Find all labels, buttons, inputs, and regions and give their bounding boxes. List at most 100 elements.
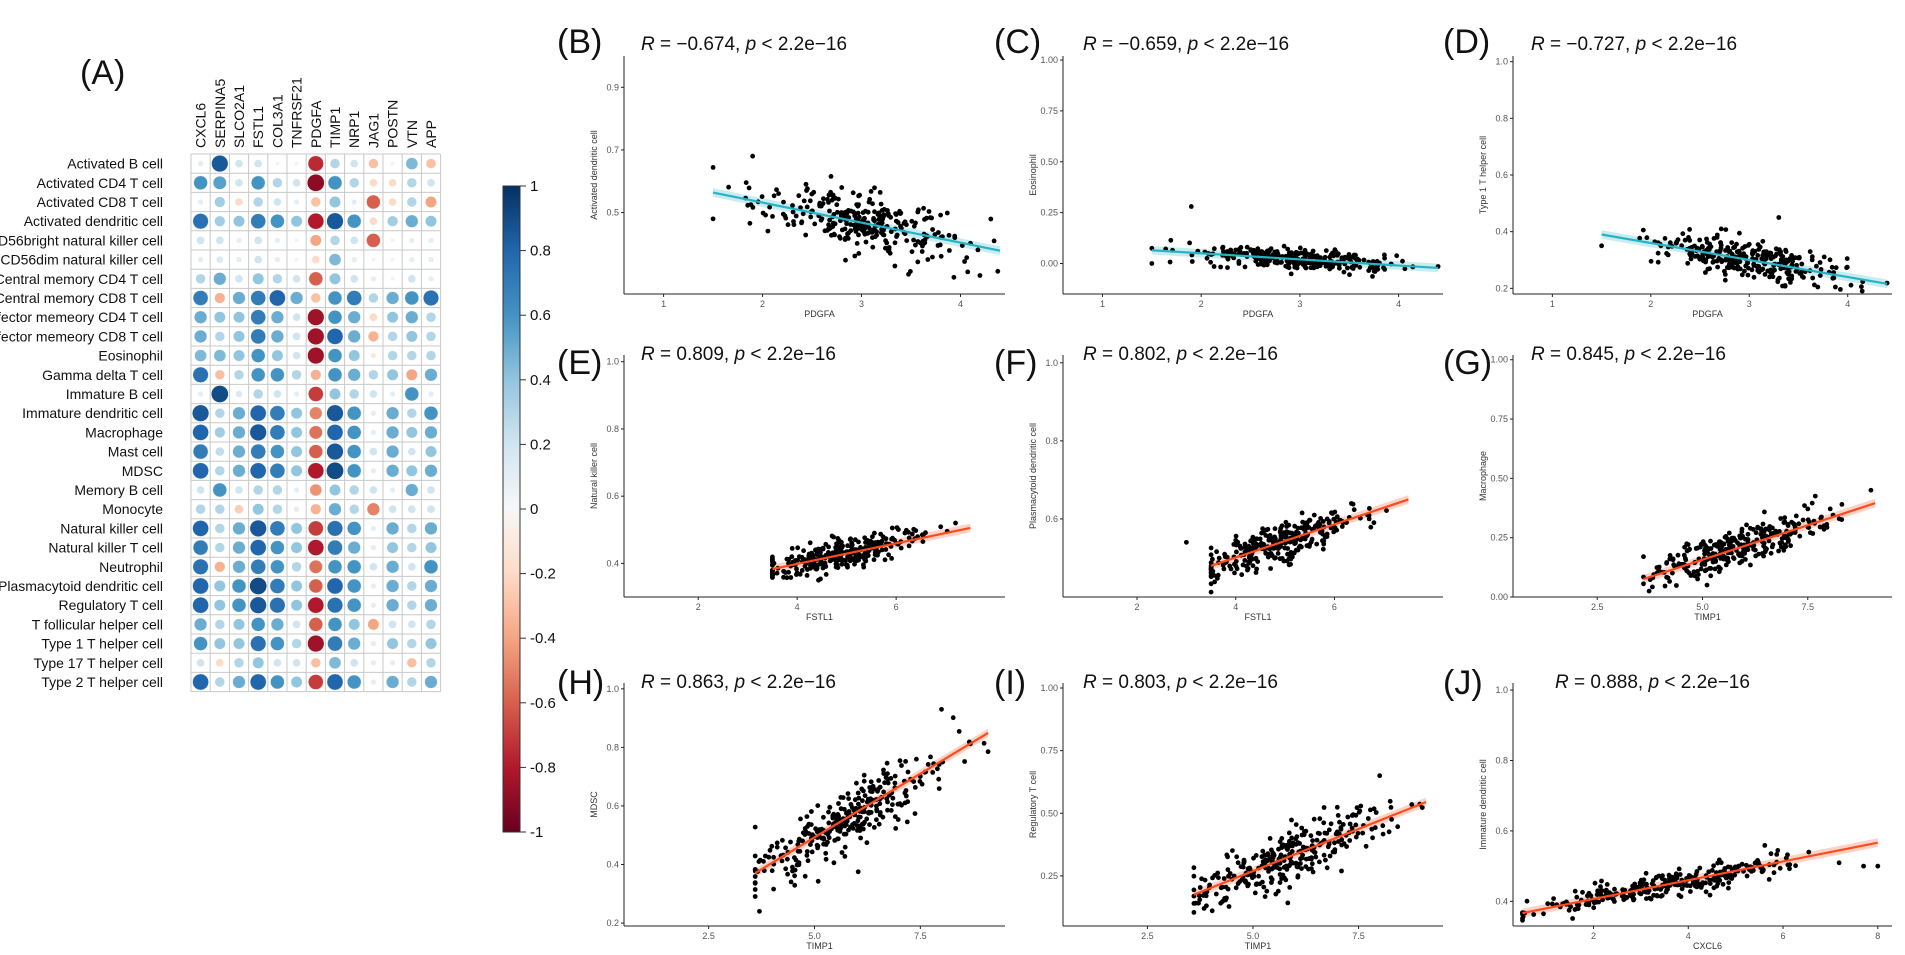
correlation-dot	[214, 369, 225, 380]
data-point	[1619, 893, 1625, 899]
data-point	[1735, 264, 1741, 270]
data-point	[883, 238, 888, 244]
data-point	[1799, 261, 1805, 267]
data-point	[1345, 255, 1350, 261]
data-point	[1796, 255, 1802, 261]
x-tick-label: 2	[760, 299, 765, 309]
data-point	[1231, 542, 1237, 547]
data-point	[1224, 554, 1230, 560]
stat-p-symbol: p	[1176, 344, 1188, 365]
data-point	[1745, 531, 1751, 537]
correlation-dot	[406, 638, 417, 649]
data-point	[861, 772, 867, 778]
data-point	[1604, 882, 1610, 887]
data-point	[863, 540, 868, 545]
data-point	[1727, 875, 1733, 880]
data-point	[1682, 544, 1687, 550]
colorbar-tick-label: 0	[530, 501, 538, 518]
data-point	[935, 243, 941, 248]
data-point	[850, 826, 856, 831]
data-point	[783, 845, 788, 851]
data-point	[837, 234, 842, 240]
data-point	[1272, 526, 1278, 532]
y-tick-label: 0.4	[1495, 896, 1508, 906]
correlation-dot	[293, 198, 300, 206]
correlation-dot	[196, 658, 205, 668]
data-point	[1768, 250, 1774, 256]
data-point	[921, 532, 926, 538]
data-point	[1603, 889, 1609, 894]
correlation-dot	[311, 255, 321, 264]
data-point	[854, 202, 860, 208]
correlation-dot	[349, 504, 360, 515]
data-point	[1226, 904, 1232, 909]
data-point	[1685, 260, 1691, 266]
data-point	[827, 558, 833, 564]
y-tick-label: 0.25	[1040, 871, 1058, 881]
data-point	[1664, 560, 1670, 565]
correlation-dot	[326, 520, 344, 537]
data-point	[789, 546, 795, 551]
data-point	[1545, 901, 1551, 907]
data-point	[1718, 240, 1724, 246]
data-point	[1269, 855, 1275, 861]
data-point	[1321, 805, 1327, 810]
stat-r-symbol: R	[1083, 672, 1097, 693]
data-point	[883, 775, 889, 780]
correlation-dot	[326, 443, 344, 461]
data-point	[1273, 555, 1278, 561]
regression-line	[772, 526, 971, 571]
data-point	[1224, 895, 1229, 901]
correlation-dot	[425, 619, 437, 630]
column-label: COL3A1	[269, 94, 285, 148]
correlation-dot	[214, 215, 226, 227]
data-point	[864, 799, 870, 805]
data-point	[863, 239, 869, 245]
data-point	[1301, 832, 1307, 838]
data-point	[1278, 535, 1284, 540]
y-tick-label: 0.00	[1490, 592, 1508, 602]
correlation-dot	[270, 674, 285, 690]
correlation-dot	[406, 676, 417, 688]
data-point	[1682, 237, 1688, 243]
data-point	[1756, 551, 1762, 557]
regression-line	[1643, 502, 1876, 581]
data-point	[1726, 885, 1731, 891]
data-point	[1761, 540, 1767, 546]
data-point	[1686, 873, 1692, 878]
correlation-dot	[327, 617, 343, 632]
x-tick-label: 1	[1550, 299, 1555, 309]
data-point	[1269, 847, 1274, 853]
data-point	[1262, 258, 1268, 264]
data-point	[1208, 259, 1213, 265]
correlation-dot	[388, 620, 397, 629]
data-point	[1400, 258, 1405, 264]
data-point	[881, 789, 886, 795]
data-point	[1670, 557, 1676, 563]
data-point	[1761, 529, 1767, 534]
data-point	[1838, 287, 1843, 292]
correlation-dot	[251, 367, 266, 382]
correlation-dot	[329, 272, 341, 285]
data-point	[1796, 521, 1802, 527]
data-point	[801, 198, 807, 204]
data-point	[1234, 549, 1239, 555]
data-point	[1776, 548, 1781, 554]
correlation-dot	[326, 212, 344, 230]
data-point	[1778, 257, 1784, 262]
correlation-dot	[327, 290, 343, 306]
correlation-dot	[231, 598, 247, 613]
data-point	[866, 199, 872, 205]
data-point	[883, 536, 889, 542]
correlation-dot	[326, 424, 344, 441]
data-point	[1263, 533, 1269, 538]
data-point	[1722, 272, 1728, 277]
correlation-dot	[235, 256, 243, 263]
data-point	[1715, 543, 1721, 548]
data-point	[962, 759, 967, 764]
data-point	[1335, 813, 1341, 818]
data-point	[1233, 533, 1239, 539]
data-point	[1859, 284, 1864, 290]
data-point	[1208, 552, 1214, 558]
data-point	[878, 539, 884, 545]
